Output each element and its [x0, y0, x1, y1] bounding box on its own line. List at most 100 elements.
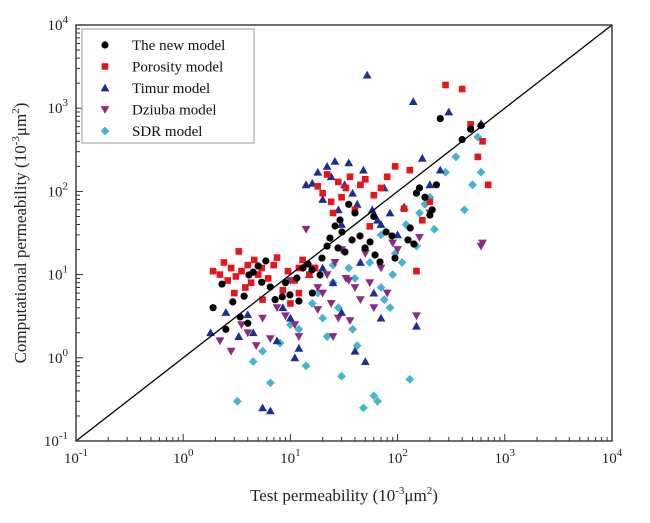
data-point [382, 228, 390, 236]
data-point [421, 193, 429, 201]
data-point [227, 264, 235, 272]
data-point [442, 81, 449, 89]
data-point [348, 324, 357, 334]
legend: The new model Porosity model Timur model Dz… [81, 28, 255, 144]
data-point [231, 289, 238, 297]
data-point [318, 313, 328, 323]
data-point [410, 240, 418, 248]
data-point [345, 317, 355, 325]
tick-base: 10 [48, 184, 63, 200]
data-point [265, 378, 275, 388]
legend-item: Timur model [100, 81, 210, 97]
data-point [301, 225, 311, 234]
data-point [294, 324, 304, 334]
data-point [359, 165, 368, 174]
data-point [313, 306, 323, 314]
series-the-new-model [209, 114, 485, 333]
data-point [336, 216, 344, 224]
data-point [308, 266, 316, 274]
data-point [350, 346, 360, 355]
data-point [356, 232, 364, 240]
data-point [370, 212, 378, 221]
data-point [329, 209, 337, 217]
data-point [301, 180, 311, 189]
data-point [330, 259, 340, 267]
tick-base: 10 [64, 451, 79, 467]
data-point [335, 178, 342, 186]
data-point [254, 271, 262, 278]
legend-label: SDR model [132, 124, 202, 140]
data-point [259, 296, 266, 303]
data-point [367, 205, 377, 214]
data-point [390, 248, 400, 258]
data-point [373, 396, 382, 406]
y-tick-label: 104 [48, 14, 69, 34]
data-point [322, 332, 332, 341]
data-point [370, 191, 378, 199]
data-point [458, 85, 466, 93]
data-point [365, 279, 375, 288]
data-point [222, 325, 230, 333]
legend-marker-triangle-down [100, 106, 110, 114]
tick-base: 10 [48, 101, 63, 117]
data-point [294, 343, 304, 352]
data-point [344, 263, 354, 273]
data-point [458, 135, 466, 144]
data-point [337, 308, 346, 316]
data-point [342, 184, 350, 192]
data-point [249, 268, 257, 276]
tick-base: 10 [495, 451, 510, 467]
data-point [362, 70, 372, 79]
data-point [356, 296, 365, 305]
data-point [318, 254, 326, 262]
data-point [468, 180, 477, 190]
data-point [360, 357, 370, 366]
tick-exponent: -1 [79, 447, 88, 459]
data-point [432, 181, 440, 189]
data-point [484, 181, 492, 189]
tick-exponent: 0 [63, 347, 69, 359]
data-point [237, 321, 246, 330]
data-point [328, 278, 338, 287]
data-point [406, 224, 414, 232]
data-point [366, 238, 374, 246]
data-point [314, 183, 322, 190]
tick-exponent: 4 [617, 447, 623, 459]
data-point [385, 208, 395, 217]
data-point [373, 215, 382, 224]
data-point [350, 284, 360, 292]
data-point [360, 249, 370, 258]
data-point [426, 198, 434, 206]
data-point [388, 239, 398, 248]
data-point [383, 173, 391, 181]
data-point [286, 291, 294, 299]
data-point [243, 329, 253, 338]
data-point [478, 239, 487, 248]
data-point [242, 284, 249, 291]
y-tick-label: 100 [48, 347, 69, 367]
data-point [244, 261, 252, 269]
data-point [318, 195, 328, 203]
data-point [371, 251, 379, 259]
data-point [319, 189, 326, 197]
data-point [216, 271, 224, 278]
data-point [232, 273, 240, 280]
tick-base: 10 [48, 268, 63, 284]
data-point [369, 391, 379, 401]
data-point [362, 175, 369, 183]
data-point [436, 114, 444, 123]
data-point [376, 313, 386, 322]
data-point [345, 200, 353, 208]
data-point [376, 264, 386, 273]
data-point [322, 271, 332, 279]
data-point [284, 267, 292, 275]
legend-marker-triangle-up [100, 83, 110, 92]
data-point [254, 262, 262, 270]
data-point [209, 267, 217, 275]
data-point [327, 198, 335, 206]
series-porosity-model [209, 81, 492, 307]
data-point [221, 308, 231, 316]
data-point [479, 138, 486, 145]
x-tick-label: 103 [495, 447, 516, 467]
data-point [388, 270, 398, 279]
